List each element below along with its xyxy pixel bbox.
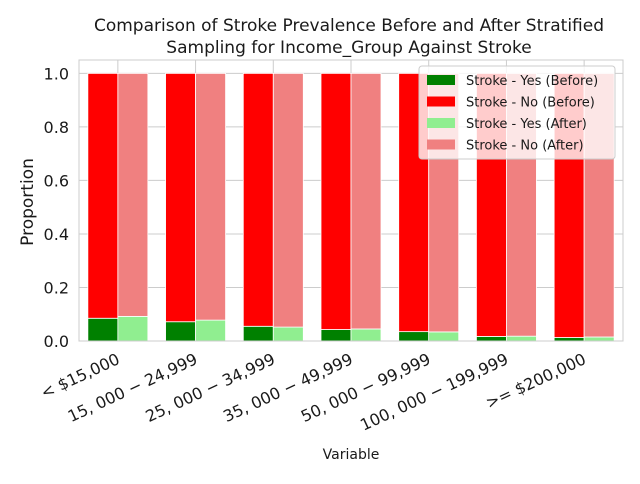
bar bbox=[165, 72, 196, 323]
plot-frame bbox=[78, 59, 624, 342]
y-ticks: 0.0 0.2 0.4 0.6 0.8 1.0 bbox=[44, 64, 69, 351]
y-tick-label: 0.8 bbox=[44, 118, 69, 137]
legend-label: Stroke - Yes (After) bbox=[466, 117, 587, 132]
bar bbox=[506, 335, 537, 342]
bar bbox=[195, 72, 226, 321]
legend-label: Stroke - No (Before) bbox=[466, 96, 595, 111]
bar bbox=[87, 72, 119, 319]
bar bbox=[87, 317, 119, 342]
y-axis-label: Proportion bbox=[18, 158, 38, 246]
bar bbox=[350, 72, 382, 330]
bar bbox=[476, 336, 507, 342]
legend-swatch bbox=[427, 96, 455, 107]
legend: Stroke - Yes (Before) Stroke - No (Before… bbox=[418, 65, 616, 160]
x-tick-label: 35, 000 − 49,999 bbox=[220, 349, 355, 426]
y-tick-label: 0.6 bbox=[44, 171, 69, 190]
bar bbox=[242, 72, 274, 327]
bar bbox=[583, 336, 615, 342]
legend-label: Stroke - Yes (Before) bbox=[466, 74, 598, 89]
bar bbox=[320, 72, 352, 330]
y-tick-label: 1.0 bbox=[44, 64, 69, 83]
x-tick-label: 25, 000 − 34,999 bbox=[142, 349, 277, 426]
bar bbox=[195, 319, 226, 342]
y-tick-label: 0.2 bbox=[44, 278, 69, 297]
y-tick-label: 0.4 bbox=[44, 225, 69, 244]
legend-box bbox=[418, 65, 616, 160]
bar bbox=[165, 321, 196, 342]
chart-title-line1: Comparison of Stroke Prevalence Before a… bbox=[94, 16, 604, 36]
legend-swatch bbox=[427, 118, 455, 128]
legend-label: Stroke - No (After) bbox=[466, 139, 584, 154]
y-tick-label: 0.0 bbox=[44, 332, 69, 351]
legend-swatch bbox=[427, 139, 455, 150]
x-tick-label: 15, 000 − 24,999 bbox=[65, 349, 200, 426]
bar bbox=[117, 315, 149, 342]
bar bbox=[272, 326, 304, 342]
bar bbox=[553, 337, 585, 342]
bar bbox=[242, 325, 274, 342]
bar bbox=[117, 72, 149, 317]
bar bbox=[428, 331, 460, 342]
chart-title-line2: Sampling for Income_Group Against Stroke bbox=[166, 38, 531, 58]
bar bbox=[320, 329, 352, 342]
bar bbox=[350, 328, 382, 342]
bar bbox=[398, 331, 430, 342]
legend-swatch bbox=[427, 75, 455, 85]
bar bbox=[272, 72, 304, 328]
x-axis-label: Variable bbox=[323, 447, 380, 463]
